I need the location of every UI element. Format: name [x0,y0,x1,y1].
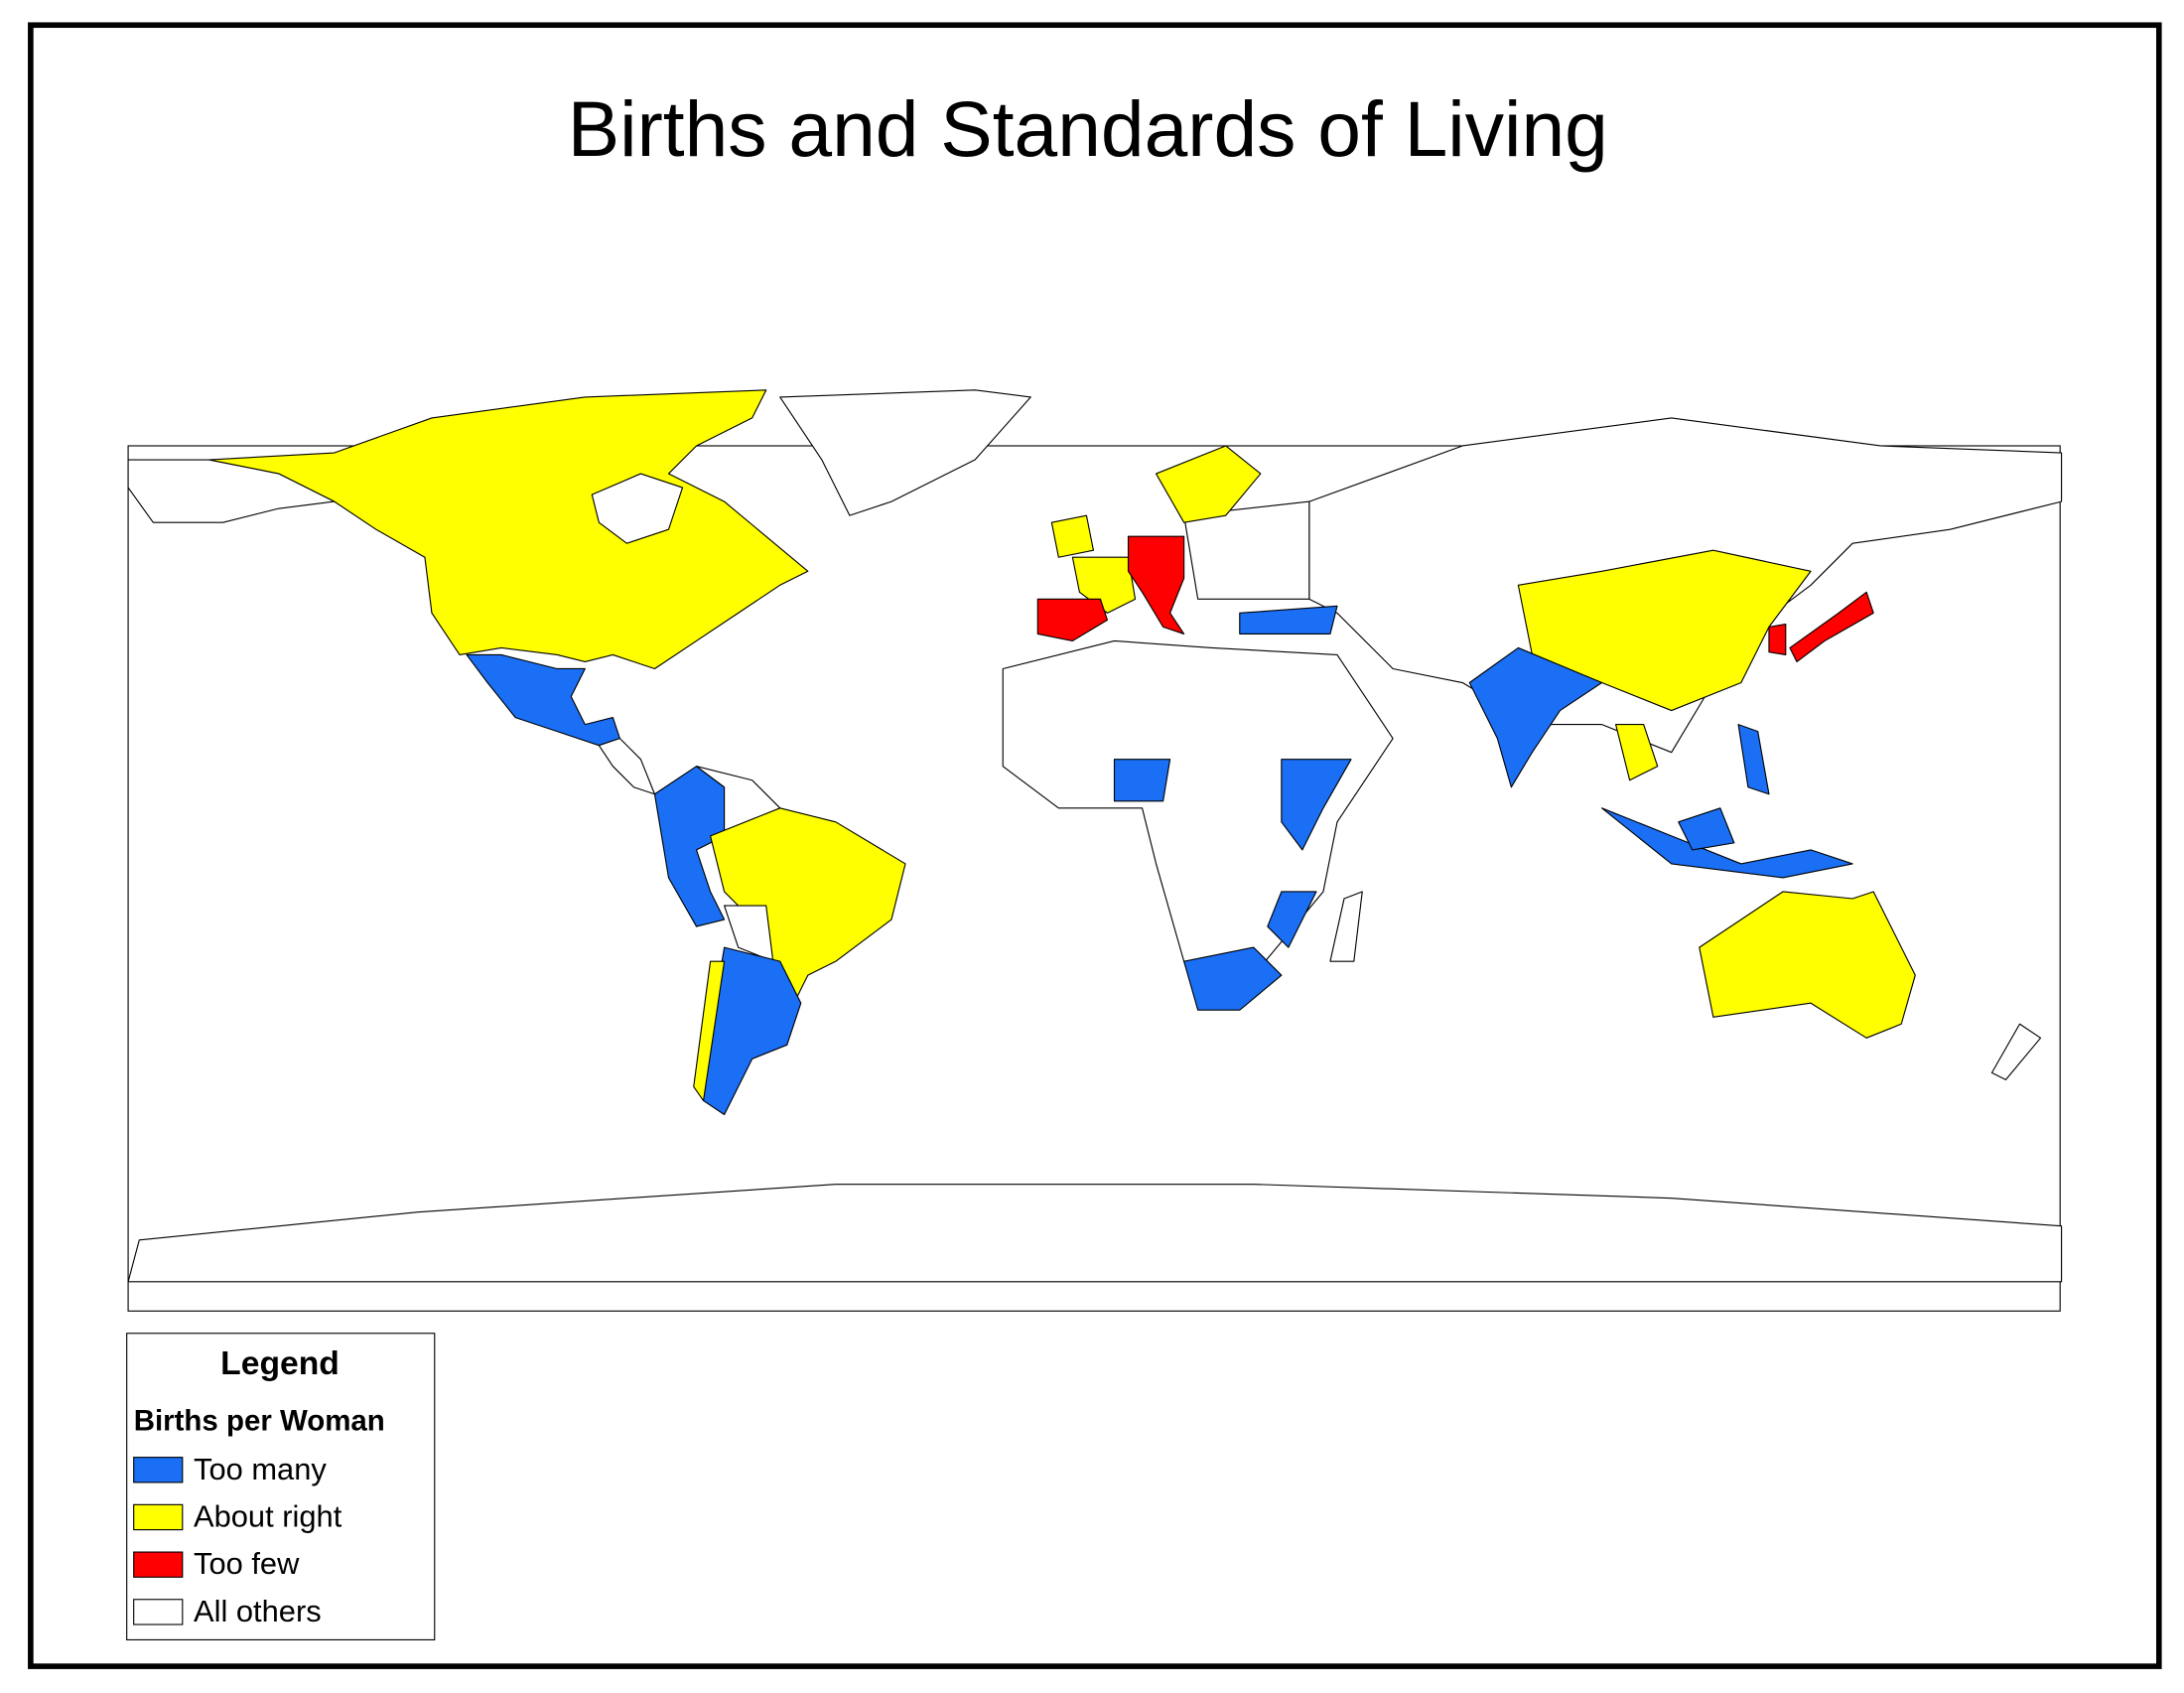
legend-box [126,1333,436,1641]
legend-label: Too few [194,1546,300,1581]
korea [1768,624,1787,656]
thailand [1615,724,1659,781]
japan [1789,591,1874,663]
germany-italy [1127,535,1185,635]
borneo [1678,807,1735,851]
greenland [779,389,1031,516]
scandinavia [1156,445,1262,523]
alaska [127,459,336,523]
southern-africa [1183,946,1283,1011]
map-title: Births and Standards of Living [568,85,1608,173]
hudson-bay [591,473,684,544]
madagascar [1329,891,1363,962]
mexico [466,653,620,747]
indonesia [1601,807,1853,879]
australia [1699,891,1916,1039]
france [1071,556,1137,614]
east-africa [1281,759,1352,851]
philippines [1737,724,1770,795]
legend-swatch [133,1503,184,1531]
legend-subtitle: Births per Woman [134,1404,385,1437]
legend-swatch [133,1457,184,1483]
map-canvas: Births and Standards of Living Legend [28,22,2162,1669]
north-america [207,389,809,670]
legend-title: Legend [220,1345,340,1382]
legend-swatch [133,1551,184,1578]
uk [1050,514,1094,558]
mozambique [1267,891,1317,948]
chile [693,960,726,1102]
india [1468,646,1603,788]
legend-label: Too many [194,1452,327,1486]
world-map [127,389,2063,1283]
legend-swatch [133,1599,184,1625]
legend-label: About right [194,1499,342,1534]
nigeria [1113,759,1171,802]
legend-label: All others [194,1594,322,1628]
new-zealand [1990,1023,2042,1080]
antarctica [127,1184,2063,1283]
spain [1036,598,1109,641]
turkey [1239,605,1338,635]
